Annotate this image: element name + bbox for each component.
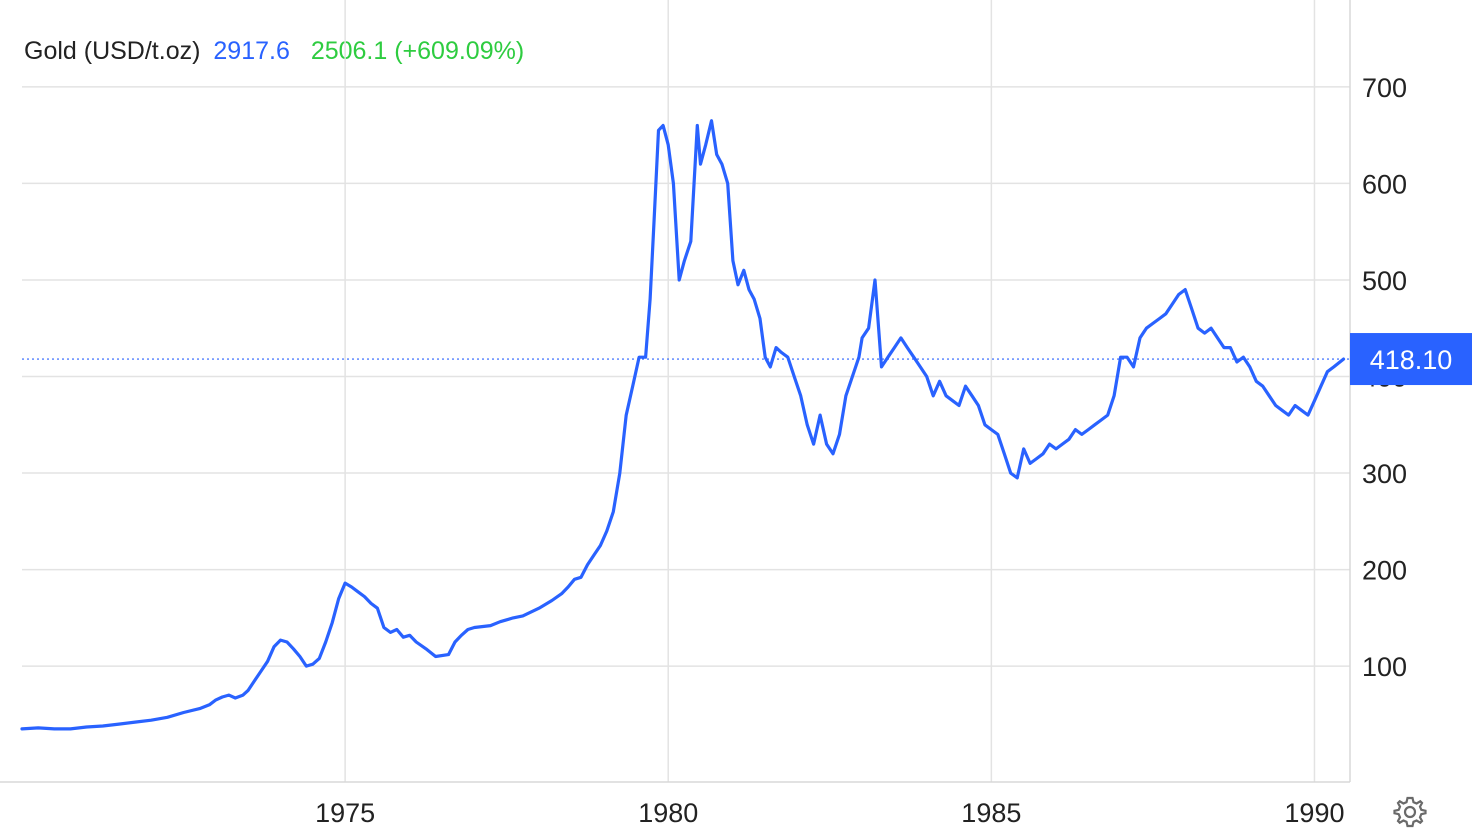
settings-button[interactable] bbox=[1393, 795, 1427, 829]
chart-grid bbox=[22, 0, 1350, 782]
x-axis: 1975 1980 1985 1990 bbox=[315, 798, 1344, 828]
legend-change-value: 2506.1 (+609.09%) bbox=[310, 37, 525, 65]
x-tick-label: 1985 bbox=[961, 798, 1021, 828]
x-tick-label: 1990 bbox=[1284, 798, 1344, 828]
series-layer bbox=[20, 119, 1346, 731]
y-tick-label: 300 bbox=[1362, 459, 1407, 489]
chart-legend: Gold (USD/t.oz) 2917.6 2506.1 (+609.09%) bbox=[24, 37, 524, 66]
x-tick-label: 1980 bbox=[638, 798, 698, 828]
y-tick-label: 600 bbox=[1362, 169, 1407, 199]
current-price-box bbox=[1350, 333, 1472, 386]
y-axis: 100200300400500600700 bbox=[1362, 73, 1407, 682]
chart-frame bbox=[0, 0, 1351, 783]
legend-title: Gold (USD/t.oz) bbox=[24, 37, 201, 65]
y-tick-label: 500 bbox=[1362, 266, 1407, 296]
y-tick-label: 200 bbox=[1362, 556, 1407, 586]
current-price-marker: 418.10 bbox=[22, 333, 1472, 386]
y-tick-label: 700 bbox=[1362, 73, 1407, 103]
y-tick-label: 100 bbox=[1362, 652, 1407, 682]
current-price-label: 418.10 bbox=[1370, 345, 1453, 375]
series-line bbox=[20, 119, 1346, 731]
legend-last-value: 2917.6 bbox=[213, 37, 290, 65]
gear-icon bbox=[1393, 796, 1427, 828]
x-tick-label: 1975 bbox=[315, 798, 375, 828]
